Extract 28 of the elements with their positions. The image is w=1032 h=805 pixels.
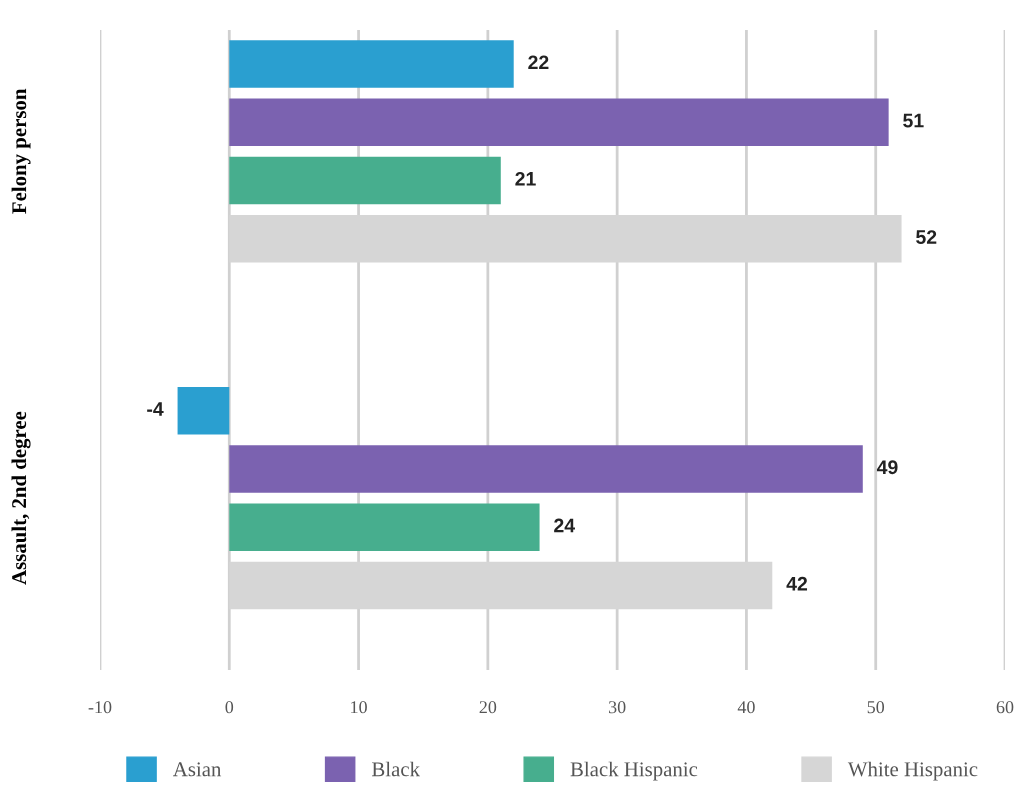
- x-tick-label: 20: [479, 701, 497, 714]
- data-label: 24: [554, 518, 575, 533]
- legend-label: Black: [372, 761, 420, 777]
- bar: [229, 445, 863, 493]
- data-label: 21: [515, 171, 536, 186]
- x-tick-label: 30: [608, 701, 626, 714]
- y-tick-label: Felony person: [11, 88, 31, 214]
- x-tick-label: 0: [225, 701, 234, 714]
- legend-label: White Hispanic: [847, 761, 978, 781]
- data-label: 49: [876, 460, 898, 475]
- x-tick-label: 40: [737, 701, 755, 714]
- data-label: -4: [147, 402, 164, 416]
- x-tick-label: 60: [996, 701, 1014, 714]
- bar: [229, 98, 889, 146]
- y-tick-label: Assault, 2nd degree: [11, 411, 31, 585]
- data-label: 51: [903, 113, 924, 128]
- legend-label: Black Hispanic: [570, 761, 698, 781]
- data-label: 42: [786, 576, 808, 591]
- x-tick-label: -10: [88, 701, 112, 714]
- legend-label: Asian: [173, 762, 222, 777]
- x-tick-label: 10: [351, 701, 367, 714]
- data-label: 52: [916, 230, 937, 244]
- bar: [229, 40, 514, 88]
- bar: [177, 386, 230, 435]
- bar: [229, 156, 501, 205]
- x-tick-label: 50: [867, 701, 885, 714]
- bar: [229, 503, 540, 551]
- data-label: 22: [528, 55, 549, 69]
